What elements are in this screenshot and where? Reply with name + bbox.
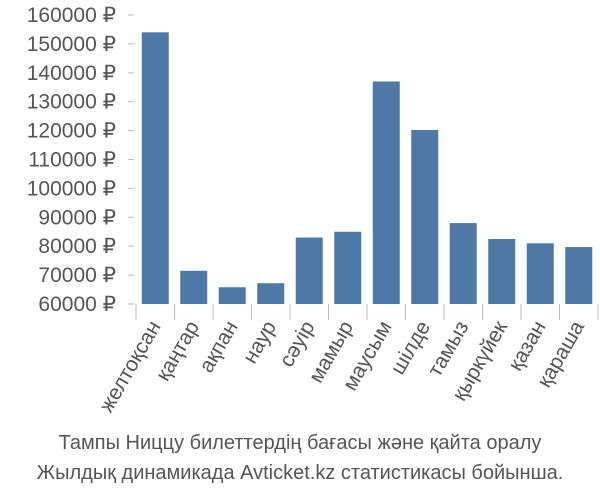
chart-caption-line-1: Тампы Ниццу билеттердің бағасы және қайт… <box>58 432 542 454</box>
bar <box>295 237 323 304</box>
bar <box>218 287 246 304</box>
bar <box>257 283 285 304</box>
bar <box>372 81 400 304</box>
x-category-label: ақпан <box>195 317 243 377</box>
chart-caption-line-2: Жылдық динамикада Avticket.kz статистика… <box>36 462 564 484</box>
y-tick-label: 70000 ₽ <box>38 264 116 287</box>
x-axis: желтоқсанқаңтарақпаннаурсәуірмамырмаусым… <box>95 304 599 416</box>
bar <box>411 130 439 304</box>
bars <box>141 32 593 305</box>
bar <box>488 238 516 304</box>
y-tick-label: 140000 ₽ <box>27 62 116 85</box>
y-tick-label: 110000 ₽ <box>28 149 116 172</box>
y-tick-label: 60000 ₽ <box>38 293 116 316</box>
bar <box>180 270 208 304</box>
bar-chart: 60000 ₽ 70000 ₽ 80000 ₽ 90000 ₽ 100000 ₽ 1100… <box>27 4 599 416</box>
bar <box>565 247 593 304</box>
bar <box>449 223 477 304</box>
y-tick-label: 160000 ₽ <box>27 4 116 27</box>
y-axis: 60000 ₽ 70000 ₽ 80000 ₽ 90000 ₽ 100000 ₽ 1100… <box>27 4 134 316</box>
bar <box>334 231 362 304</box>
bar <box>141 32 169 305</box>
y-tick-label: 100000 ₽ <box>27 177 116 200</box>
y-tick-label: 130000 ₽ <box>27 91 116 114</box>
y-tick-label: 90000 ₽ <box>38 206 116 229</box>
y-tick-label: 120000 ₽ <box>27 120 116 143</box>
y-tick-label: 150000 ₽ <box>27 33 116 56</box>
bar <box>526 243 554 304</box>
y-tick-label: 80000 ₽ <box>38 235 116 258</box>
